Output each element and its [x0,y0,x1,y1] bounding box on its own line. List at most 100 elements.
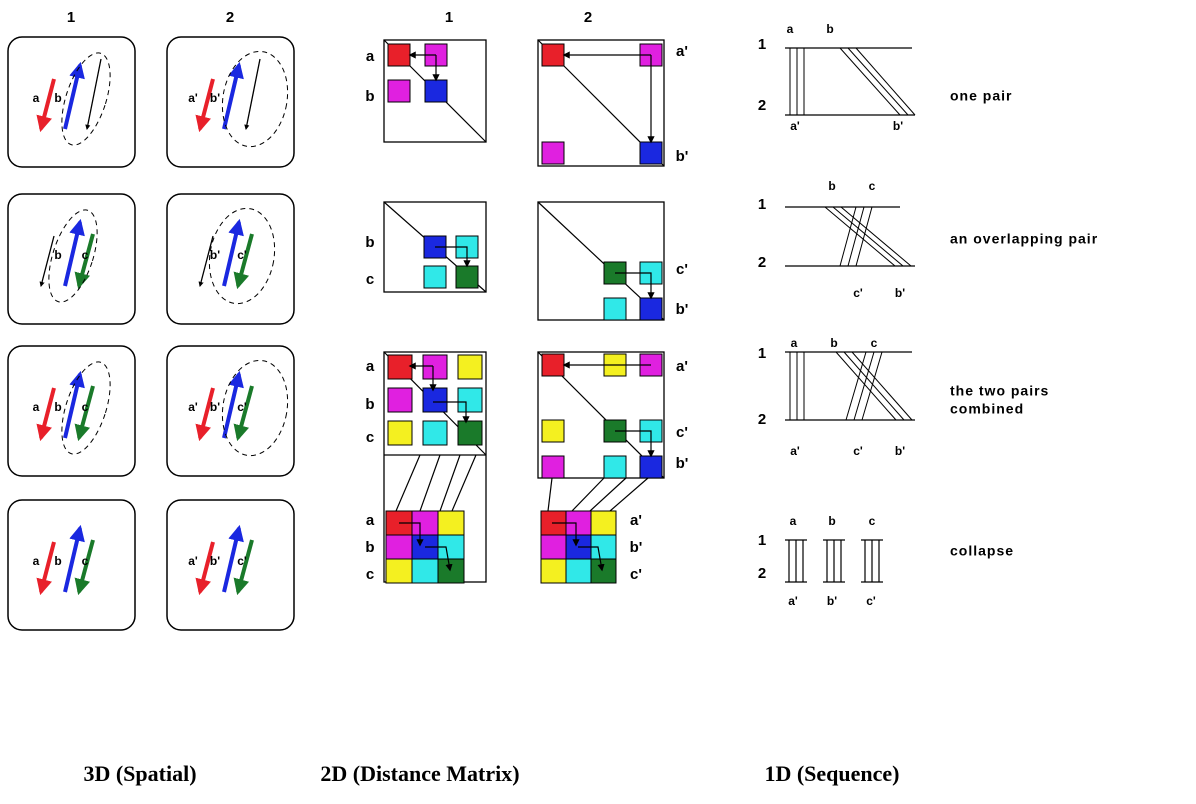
cell [541,559,566,583]
arrow [65,222,80,286]
cell [423,355,447,379]
caption: collapse [950,543,1014,559]
section-title: 2D (Distance Matrix) [320,761,519,786]
strand-number: 1 [758,36,766,53]
pair-line [840,207,856,266]
residue-label: c [869,514,876,528]
cell [591,511,616,535]
line [420,455,440,511]
residue-label: c' [866,594,876,608]
cell [458,421,482,445]
cell [566,559,591,583]
cell [425,80,447,102]
residue-label: b [365,539,374,556]
residue-label: c' [853,286,863,300]
strand-label: c' [237,400,247,414]
cell [542,44,564,66]
cell [542,456,564,478]
cell [640,298,662,320]
cell [591,559,616,583]
residue-label: a [787,22,794,36]
strand-label: a' [188,400,198,414]
arrow [87,59,101,129]
strand-label: a [33,400,40,414]
cell [388,388,412,412]
caption: an overlapping pair [950,231,1098,247]
arrow [65,528,80,592]
column-header: 1 [67,9,75,26]
residue-label: b' [676,148,689,165]
residue-label: c [871,336,878,350]
arrow [41,542,54,592]
line [548,478,552,511]
pair-line [862,352,882,420]
strand-label: b [54,400,61,414]
dashed-loop [52,47,120,151]
line [610,478,648,511]
residue-label: b' [893,119,903,133]
column-header: 1 [445,9,453,26]
strand-number: 2 [758,97,766,114]
caption: combined [950,401,1024,417]
strand-label: a' [188,91,198,105]
cell [542,354,564,376]
strand-label: b [54,91,61,105]
residue-label: a [791,336,798,350]
residue-label: a' [790,119,800,133]
arrow [224,65,239,129]
cell [423,388,447,412]
strand-label: b [54,248,61,262]
residue-label: c' [853,444,863,458]
residue-label: c [366,271,374,288]
cell [424,266,446,288]
residue-label: b [828,179,835,193]
residue-label: b [365,234,374,251]
line [396,455,420,511]
residue-label: a' [790,444,800,458]
figure: 12aba'b'bcb'c'abca'b'c'abca'b'c'12aba'b'… [0,0,1196,804]
residue-label: a' [676,43,688,60]
pair-line [844,352,904,420]
strand-label: a' [188,554,198,568]
dashed-loop [215,46,295,152]
arrow [65,65,80,129]
pair-line [833,207,903,266]
dashed-loop [215,355,295,461]
residue-label: b [365,396,374,413]
cell [386,535,412,559]
strand-number: 1 [758,196,766,213]
pair-line [836,352,896,420]
residue-label: b' [676,301,689,318]
pair-line [825,207,895,266]
column-header: 2 [226,9,234,26]
pair-line [856,48,915,115]
cell [604,298,626,320]
pair-line [841,207,911,266]
section-title: 3D (Spatial) [83,761,196,786]
arrow [41,388,54,438]
residue-label: a' [676,358,688,375]
residue-label: b' [895,286,905,300]
cell [458,355,482,379]
strand-number: 2 [758,565,766,582]
cell [458,388,482,412]
arrow [65,374,80,438]
pair-line [848,207,864,266]
cell [412,559,438,583]
cell [541,535,566,559]
residue-label: c' [676,261,688,278]
pair-line [856,207,872,266]
strand-label: a [33,91,40,105]
pair-line [846,352,866,420]
arrow [246,59,260,129]
residue-label: b' [630,539,643,556]
strand-label: c' [237,248,247,262]
cell [456,266,478,288]
line [590,478,626,511]
pair-line [840,48,900,115]
strand-label: c [82,554,89,568]
residue-label: b' [676,455,689,472]
cell [542,420,564,442]
cell [542,142,564,164]
strand-number: 1 [758,345,766,362]
